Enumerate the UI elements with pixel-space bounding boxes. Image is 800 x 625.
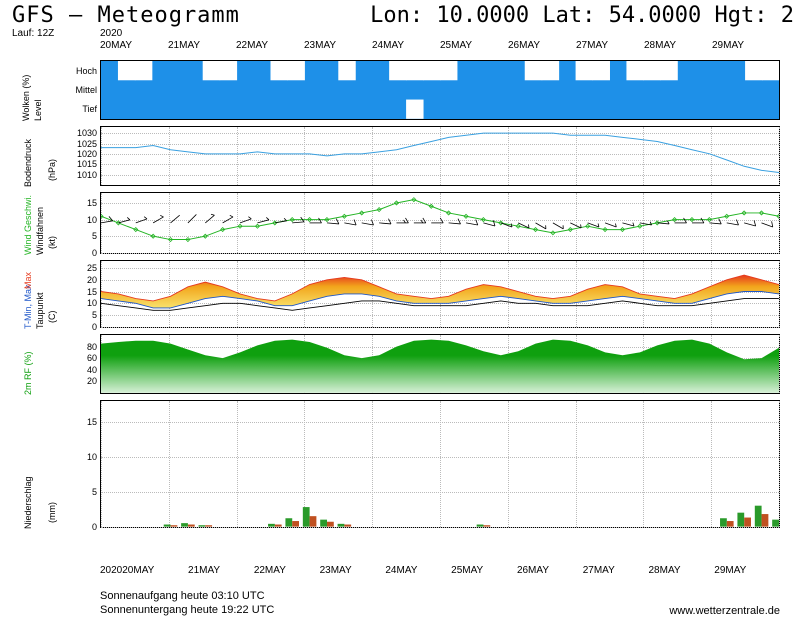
date-tick: 24MAY	[385, 565, 451, 577]
y-tick: 20	[63, 376, 97, 386]
y-axis-label: Wolken (%)	[21, 75, 31, 121]
y-tick: 0	[63, 248, 97, 258]
x-axis-top: 2020 20MAY21MAY22MAY23MAY24MAY25MAY26MAY…	[100, 40, 780, 58]
date-tick: 26MAY	[508, 40, 576, 58]
date-tick: 27MAY	[583, 565, 649, 577]
y-tick: 5	[63, 487, 97, 497]
date-tick: 25MAY	[440, 40, 508, 58]
date-tick: 26MAY	[517, 565, 583, 577]
date-tick: 25MAY	[451, 565, 517, 577]
y-axis-unit: (hPa)	[47, 159, 57, 181]
y-axis-label-inner: Level	[33, 99, 43, 121]
y-axis-label: Niederschlag	[23, 476, 33, 529]
y-tick: 1020	[63, 149, 97, 159]
y-axis-unit: (kt)	[47, 236, 57, 249]
x-axis-bottom: 2020 20MAY21MAY22MAY23MAY24MAY25MAY26MAY…	[100, 565, 780, 577]
cloud-level-tick: Hoch	[63, 66, 97, 76]
y-tick: 1010	[63, 170, 97, 180]
panel-stack: HochMittelTiefWolken (%)Level 1010101510…	[100, 60, 780, 557]
date-tick: 29MAY	[714, 565, 780, 577]
y-tick: 10	[63, 452, 97, 462]
y-tick: 15	[63, 287, 97, 297]
chart-title: GFS – Meteogramm	[12, 3, 240, 28]
y-tick: 15	[63, 417, 97, 427]
date-tick: 21MAY	[168, 40, 236, 58]
date-tick: 29MAY	[712, 40, 780, 58]
date-tick: 27MAY	[576, 40, 644, 58]
y-tick: 5	[63, 231, 97, 241]
y-tick: 0	[63, 322, 97, 332]
credit-label: www.wetterzentrale.de	[669, 605, 780, 617]
panel-pressure: 10101015102010251030Bodendruck(hPa)	[100, 126, 780, 186]
sunrise-label: Sonnenaufgang heute 03:10 UTC	[100, 589, 274, 603]
y-tick: 1015	[63, 159, 97, 169]
y-axis-unit: (C)	[47, 311, 57, 324]
date-tick: 22MAY	[254, 565, 320, 577]
date-tick: 23MAY	[304, 40, 372, 58]
year-label-bottom: 2020	[100, 565, 122, 577]
date-tick: 28MAY	[644, 40, 712, 58]
panel-clouds: HochMittelTiefWolken (%)Level	[100, 60, 780, 120]
y-axis-label-inner: Windfahnen	[35, 207, 45, 255]
cloud-level-tick: Tief	[63, 104, 97, 114]
y-tick: 20	[63, 275, 97, 285]
panel-wind: 051015Wind Geschwi.Windfahnen(kt)	[100, 192, 780, 254]
date-tick: 22MAY	[236, 40, 304, 58]
year-label: 2020	[100, 28, 122, 39]
coord-label: Lon: 10.0000 Lat: 54.0000 Hgt: 2	[370, 3, 794, 28]
date-tick: 24MAY	[372, 40, 440, 58]
date-tick: 23MAY	[320, 565, 386, 577]
y-tick: 60	[63, 353, 97, 363]
model-run-label: Lauf: 12Z	[12, 28, 54, 39]
y-tick: 1030	[63, 128, 97, 138]
date-tick: 28MAY	[649, 565, 715, 577]
y-tick: 25	[63, 263, 97, 273]
panel-precip: 051015Niederschlag(mm)	[100, 400, 780, 528]
y-tick: 80	[63, 342, 97, 352]
cloud-level-tick: Mittel	[63, 85, 97, 95]
sunset-label: Sonnenuntergang heute 19:22 UTC	[100, 603, 274, 617]
footer-sun: Sonnenaufgang heute 03:10 UTC Sonnenunte…	[100, 589, 274, 617]
y-axis-label: Wind Geschwi.	[23, 195, 33, 255]
y-tick: 10	[63, 298, 97, 308]
date-tick: 21MAY	[188, 565, 254, 577]
y-axis-label: 2m RF (%)	[23, 352, 33, 396]
panel-temp: 0510152025T-Min, MaxTaupunkt(C)Max	[100, 260, 780, 328]
y-axis-label-inner: Taupunkt	[35, 292, 45, 329]
y-axis-label: T-Min, Max	[23, 284, 33, 329]
y-tick: 0	[63, 522, 97, 532]
y-tick: 1025	[63, 139, 97, 149]
panel-rh: 204060802m RF (%)	[100, 334, 780, 394]
y-axis-label: Bodendruck	[23, 139, 33, 187]
y-tick: 40	[63, 365, 97, 375]
y-axis-unit: (mm)	[47, 502, 57, 523]
date-tick: 20MAY	[122, 565, 188, 577]
date-tick: 20MAY	[100, 40, 168, 58]
y-tick: 10	[63, 215, 97, 225]
y-tick: 5	[63, 310, 97, 320]
y-tick: 15	[63, 198, 97, 208]
